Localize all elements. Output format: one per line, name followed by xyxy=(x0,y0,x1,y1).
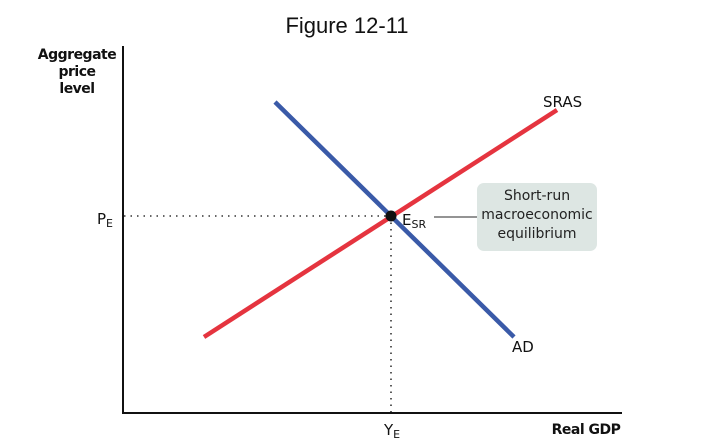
sras-label: SRAS xyxy=(543,93,582,111)
ad-label: AD xyxy=(512,338,534,356)
y-axis-label-line-2: price xyxy=(58,64,95,80)
y-axis-label: Aggregate price level xyxy=(38,47,117,97)
equilibrium-point xyxy=(385,210,397,222)
callout-box xyxy=(477,183,597,251)
figure-title: Figure 12-11 xyxy=(285,13,408,38)
equilibrium-label: ESR xyxy=(402,211,426,231)
price-level-label: PE xyxy=(97,210,113,230)
callout-line-3: equilibrium xyxy=(497,226,576,242)
y-axis-label-line-1: Aggregate xyxy=(38,47,116,63)
sras-curve xyxy=(202,108,559,339)
x-axis-label: Real GDP xyxy=(552,422,621,438)
y-axis-label-line-3: level xyxy=(59,81,94,97)
callout-line-2: macroeconomic xyxy=(481,207,592,223)
output-level-label: YE xyxy=(383,421,400,441)
callout-line-1: Short-run xyxy=(504,188,570,204)
